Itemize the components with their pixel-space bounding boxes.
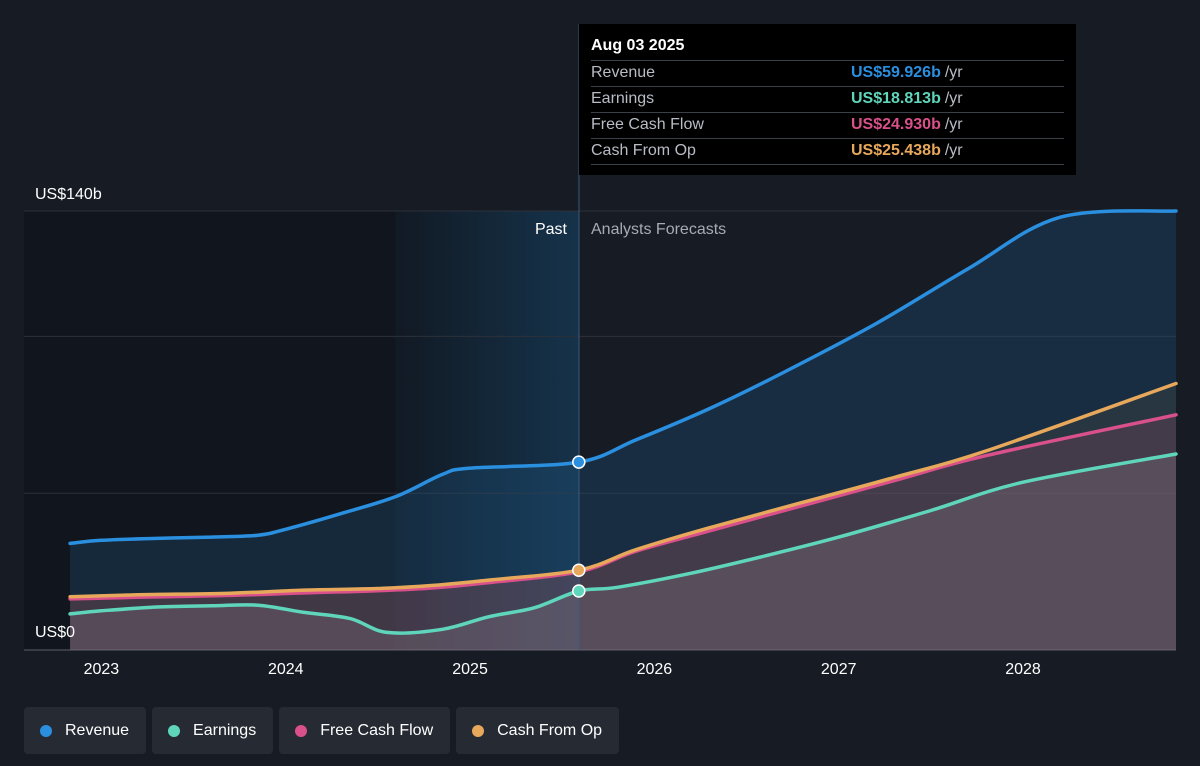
revenue-area xyxy=(70,210,1177,650)
x-tick-label: 2027 xyxy=(821,661,857,678)
legend: Revenue Earnings Free Cash Flow Cash Fro… xyxy=(24,707,620,754)
legend-item-revenue[interactable]: Revenue xyxy=(24,707,147,754)
tooltip-row-revenue: Revenue US$59.926b /yr xyxy=(591,60,1064,86)
tooltip-row-free-cash-flow: Free Cash Flow US$24.930b /yr xyxy=(591,112,1064,138)
tooltip-value: US$25.438b xyxy=(851,142,941,159)
earnings-area xyxy=(70,454,1177,650)
free-cash-flow-dot-icon xyxy=(295,724,308,737)
cash-from-op-marker xyxy=(572,563,586,577)
x-tick-label: 2025 xyxy=(452,661,488,678)
x-tick-label: 2028 xyxy=(1005,661,1041,678)
tooltip-unit: /yr xyxy=(944,142,963,159)
legend-item-earnings[interactable]: Earnings xyxy=(152,707,274,754)
y-axis-bottom-label: US$0 xyxy=(35,624,75,641)
tooltip-label: Cash From Op xyxy=(591,142,696,159)
cursor-markers xyxy=(572,455,586,598)
legend-label: Revenue xyxy=(65,721,130,739)
tooltip-label: Revenue xyxy=(591,64,656,81)
tooltip-label: Free Cash Flow xyxy=(591,116,704,133)
past-label: Past xyxy=(535,221,568,238)
tooltip-unit: /yr xyxy=(944,64,963,81)
tooltip-value: US$18.813b xyxy=(851,90,941,107)
tooltip-value: US$59.926b xyxy=(851,64,941,81)
tooltip-row-earnings: Earnings US$18.813b /yr xyxy=(591,86,1064,112)
tooltip-date: Aug 03 2025 xyxy=(591,37,685,54)
legend-label: Earnings xyxy=(193,721,257,739)
tooltip-row-cash-from-op: Cash From Op US$25.438b /yr xyxy=(591,138,1064,165)
legend-label: Free Cash Flow xyxy=(320,721,434,739)
legend-label: Cash From Op xyxy=(497,721,603,739)
x-axis-ticks: 2023 2024 2025 2026 2027 2028 xyxy=(84,661,1041,678)
tooltip-label: Earnings xyxy=(591,90,655,107)
tooltip: Aug 03 2025 Revenue US$59.926b /yr Earni… xyxy=(579,24,1076,175)
legend-item-cash-from-op[interactable]: Cash From Op xyxy=(456,707,620,754)
earnings-dot-icon xyxy=(168,724,181,737)
tooltip-unit: /yr xyxy=(944,90,963,107)
x-tick-label: 2023 xyxy=(84,661,120,678)
revenue-line xyxy=(68,209,1178,546)
forecast-label: Analysts Forecasts xyxy=(591,221,726,238)
y-axis-top-label: US$140b xyxy=(35,186,102,203)
series-areas xyxy=(70,210,1177,650)
tooltip-value: US$24.930b xyxy=(851,116,941,133)
revenue-marker xyxy=(572,455,586,469)
legend-item-free-cash-flow[interactable]: Free Cash Flow xyxy=(279,707,451,754)
earnings-marker xyxy=(572,584,586,598)
cash-from-op-dot-icon xyxy=(472,724,485,737)
x-tick-label: 2026 xyxy=(637,661,673,678)
free-cash-flow-area xyxy=(70,414,1177,650)
tooltip-unit: /yr xyxy=(944,116,963,133)
revenue-dot-icon xyxy=(40,724,52,737)
x-tick-label: 2024 xyxy=(268,661,304,678)
cash-from-op-area xyxy=(70,383,1177,650)
earnings-line xyxy=(68,452,1178,635)
